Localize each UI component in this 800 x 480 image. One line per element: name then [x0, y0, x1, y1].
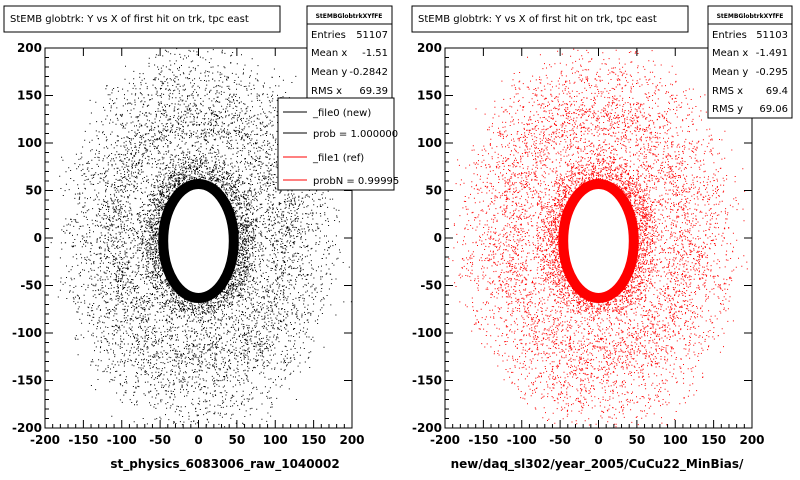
left-y-tick-label: -200: [12, 421, 42, 435]
right-stats-value-2: -0.295: [756, 67, 788, 78]
legend: _file0 (new) prob = 1.000000 _file1 (ref…: [277, 97, 399, 191]
left-x-tick-label: 0: [194, 433, 202, 447]
left-x-tick-label: -50: [149, 433, 171, 447]
right-y-tick-label: 100: [417, 136, 442, 150]
right-y-tick-label: 50: [425, 184, 442, 198]
left-y-tick-label: 150: [17, 89, 42, 103]
right-y-tick-label: -100: [412, 326, 442, 340]
left-stats-label-0: Entries: [311, 30, 346, 41]
left-points: [50, 48, 352, 429]
left-y-tick-label: -50: [20, 279, 42, 293]
right-x-title: new/daq_sl302/year_2005/CuCu22_MinBias/: [451, 457, 744, 472]
left-stats-label-3: RMS x: [311, 86, 342, 97]
left-x-tick-label: 50: [229, 433, 246, 447]
right-stats-value-0: 51103: [756, 30, 788, 41]
legend-label-1: prob = 1.000000: [313, 129, 398, 140]
right-x-tick-label: -100: [507, 433, 537, 447]
left-inner-dense-ring: [158, 179, 239, 303]
right-x-tick-label: 50: [629, 433, 646, 447]
right-y-tick-label: -150: [412, 374, 442, 388]
left-stats-value-0: 51107: [356, 30, 388, 41]
left-y-tick-label: 50: [25, 184, 42, 198]
right-y-tick-label: 150: [417, 89, 442, 103]
left-y-tick-label: -150: [12, 374, 42, 388]
left-title: StEMB globtrk: Y vs X of first hit on tr…: [10, 14, 249, 25]
right-stats-label-1: Mean x: [712, 48, 748, 59]
right-x-tick-label: -200: [430, 433, 460, 447]
left-stats-label-1: Mean x: [311, 48, 347, 59]
right-x-tick-label: -50: [549, 433, 571, 447]
right-title: StEMB globtrk: Y vs X of first hit on tr…: [418, 14, 657, 25]
right-stats-value-1: -1.491: [756, 48, 788, 59]
left-x-tick-label: 100: [263, 433, 288, 447]
left-y-tick-label: -100: [12, 326, 42, 340]
left-x-tick-label: 200: [339, 433, 364, 447]
right-y-tick-label: -50: [420, 279, 442, 293]
right-x-tick-label: 200: [739, 433, 764, 447]
left-x-tick-label: -100: [107, 433, 137, 447]
left-stats-box: StEMBGlobtrkXYfFE Entries 51107 Mean x -…: [306, 5, 393, 101]
right-y-tick-label: -200: [412, 421, 442, 435]
left-y-tick-label: 0: [34, 231, 42, 245]
left-panel: StEMB globtrk: Y vs X of first hit on tr…: [3, 5, 399, 472]
legend-label-3: probN = 0.99995: [313, 176, 399, 187]
right-x-tick-label: 0: [594, 433, 602, 447]
right-inner-dense-ring: [558, 179, 639, 303]
right-stats-label-0: Entries: [712, 30, 747, 41]
right-stats-label-2: Mean y: [712, 67, 748, 78]
right-stats-value-3: 69.4: [766, 86, 788, 97]
right-points: [448, 48, 748, 429]
right-title-box: [411, 5, 689, 33]
left-stats-title: StEMBGlobtrkXYfFE: [316, 13, 383, 20]
right-x-tick-label: -150: [468, 433, 498, 447]
right-stats-label-3: RMS x: [712, 86, 743, 97]
right-y-tick-label: 200: [417, 41, 442, 55]
right-stats-value-4: 69.06: [759, 104, 788, 115]
left-y-tick-label: 200: [17, 41, 42, 55]
left-stats-label-2: Mean y: [311, 67, 347, 78]
right-panel: StEMB globtrk: Y vs X of first hit on tr…: [411, 5, 793, 472]
right-x-tick-label: 100: [663, 433, 688, 447]
right-ticks: -200 -150 -100 -50 0 50 100 150 200-200-150-100-…: [412, 41, 765, 447]
left-scatter-points: [50, 48, 352, 429]
right-stats-box: StEMBGlobtrkXYfFE Entries 51103 Mean x -…: [707, 5, 793, 119]
left-x-tick-label: -150: [68, 433, 98, 447]
legend-label-2: _file1 (ref): [312, 153, 364, 164]
left-y-tick-label: 100: [17, 136, 42, 150]
left-stats-value-2: -0.2842: [349, 67, 388, 78]
left-ticks: -200 -150 -100 -50 0 50 100 150 200-200-150-100-…: [12, 41, 365, 447]
left-x-tick-label: -200: [30, 433, 60, 447]
left-title-box: [3, 5, 281, 33]
left-stats-value-3: 69.39: [359, 86, 388, 97]
left-x-title: st_physics_6083006_raw_1040002: [110, 457, 339, 472]
right-y-tick-label: 0: [434, 231, 442, 245]
right-stats-title: StEMBGlobtrkXYfFE: [717, 13, 784, 20]
right-stats-label-4: RMS y: [712, 104, 743, 115]
legend-label-0: _file0 (new): [312, 108, 371, 119]
left-x-tick-label: 150: [301, 433, 326, 447]
right-x-tick-label: 150: [701, 433, 726, 447]
left-stats-value-1: -1.51: [362, 48, 388, 59]
